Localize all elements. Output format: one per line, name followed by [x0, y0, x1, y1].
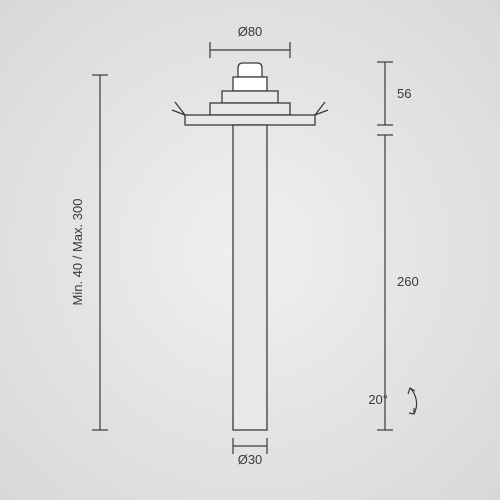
tube [233, 125, 267, 430]
label-bottom-diameter: Ø30 [238, 452, 263, 467]
dim-top-diameter [210, 42, 290, 58]
fixture-silhouette [185, 63, 315, 430]
dim-right-lower [377, 135, 393, 430]
dim-right-upper [377, 62, 393, 125]
cap-top [238, 63, 262, 77]
step-upper [222, 91, 278, 103]
step-lower [210, 103, 290, 115]
dim-angle [408, 388, 417, 414]
label-right-upper: 56 [397, 86, 411, 101]
neck [233, 77, 267, 91]
label-right-lower: 260 [397, 274, 419, 289]
label-left-height: Min. 40 / Max. 300 [70, 199, 85, 306]
label-top-diameter: Ø80 [238, 24, 263, 39]
technical-drawing: Ø80 Ø30 Min. 40 / Max. 300 56 260 20° [0, 0, 500, 500]
dim-left-height [92, 75, 108, 430]
label-angle: 20° [368, 392, 388, 407]
flange [185, 115, 315, 125]
